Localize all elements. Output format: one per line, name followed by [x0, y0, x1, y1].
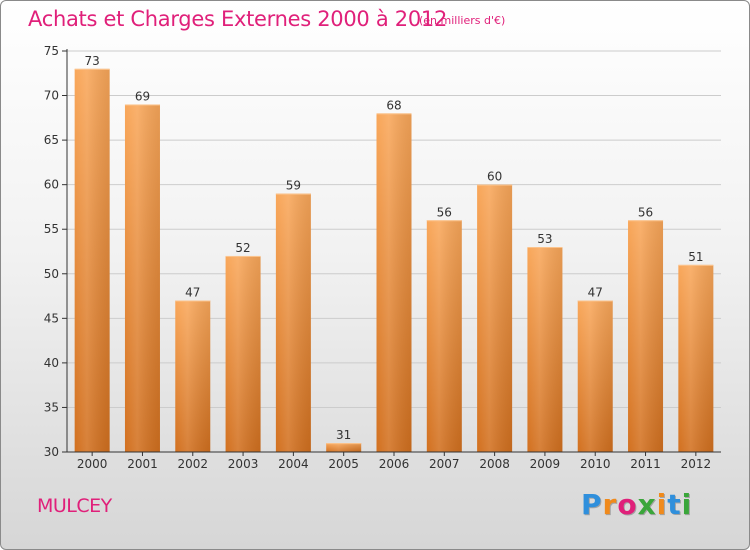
- x-tick-label: 2002: [177, 457, 208, 471]
- y-tick-label: 50: [44, 267, 59, 281]
- x-tick-label: 2008: [479, 457, 510, 471]
- y-tick-label: 30: [44, 445, 59, 459]
- data-label: 73: [85, 54, 100, 68]
- x-tick-label: 2005: [328, 457, 359, 471]
- data-label: 59: [286, 179, 301, 193]
- y-tick-label: 60: [44, 178, 59, 192]
- x-tick-label: 2006: [379, 457, 410, 471]
- logo-letter: o: [617, 488, 638, 521]
- x-tick-label: 2004: [278, 457, 309, 471]
- y-tick-label: 45: [44, 311, 59, 325]
- bar-shine: [577, 300, 613, 452]
- data-label: 69: [135, 89, 150, 103]
- y-tick-label: 35: [44, 400, 59, 414]
- commune-name: MULCEY: [37, 495, 112, 517]
- data-label: 60: [487, 170, 502, 184]
- logo-letter: P: [581, 488, 603, 521]
- x-tick-label: 2009: [530, 457, 561, 471]
- x-tick-label: 2012: [681, 457, 712, 471]
- bar-shine: [326, 443, 362, 452]
- data-label: 47: [588, 286, 603, 300]
- y-tick-label: 70: [44, 89, 59, 103]
- y-tick-label: 40: [44, 356, 59, 370]
- bar-shine: [275, 193, 311, 453]
- x-tick-label: 2007: [429, 457, 460, 471]
- axes: 30 35 40 45 50 55 60 65 70 75 2000 2001 2002 2003 2004…: [44, 44, 721, 471]
- chart-subtitle: (en milliers d'€): [419, 14, 506, 27]
- bar-shine: [527, 247, 563, 452]
- data-label: 56: [437, 205, 452, 219]
- bar-shine: [426, 220, 462, 452]
- data-label: 68: [386, 98, 401, 112]
- x-tick-label: 2011: [630, 457, 661, 471]
- x-tick-label: 2010: [580, 457, 611, 471]
- logo-letter: t: [667, 488, 682, 521]
- data-label: 53: [537, 232, 552, 246]
- chart-title: Achats et Charges Externes 2000 à 2012: [28, 7, 448, 31]
- logo-letter: i: [681, 488, 693, 521]
- bars: [74, 68, 714, 453]
- logo-letter: i: [656, 488, 668, 521]
- data-label: 47: [185, 286, 200, 300]
- bar-shine: [376, 113, 412, 452]
- x-tick-label: 2001: [127, 457, 158, 471]
- data-label: 56: [638, 205, 653, 219]
- data-label: 31: [336, 428, 351, 442]
- bar-shine: [124, 104, 160, 452]
- logo-letter: x: [637, 488, 657, 521]
- x-tick-label: 2000: [77, 457, 108, 471]
- bar-shine: [225, 255, 261, 452]
- data-label: 51: [688, 250, 703, 264]
- bar-shine: [175, 300, 211, 452]
- bar-shine: [477, 184, 513, 452]
- bar-shine: [678, 264, 714, 452]
- bar-shine: [74, 68, 110, 453]
- data-label: 52: [235, 241, 250, 255]
- logo-letter: r: [602, 488, 618, 521]
- y-tick-label: 65: [44, 133, 59, 147]
- proxiti-logo[interactable]: Proxiti: [581, 488, 692, 521]
- y-tick-label: 75: [44, 44, 59, 58]
- bar-shine: [628, 220, 664, 452]
- x-tick-label: 2003: [228, 457, 259, 471]
- y-tick-label: 55: [44, 222, 59, 236]
- data-labels: 73 69 47 52 59 31 68 56 60 53 47 56 51: [85, 54, 704, 442]
